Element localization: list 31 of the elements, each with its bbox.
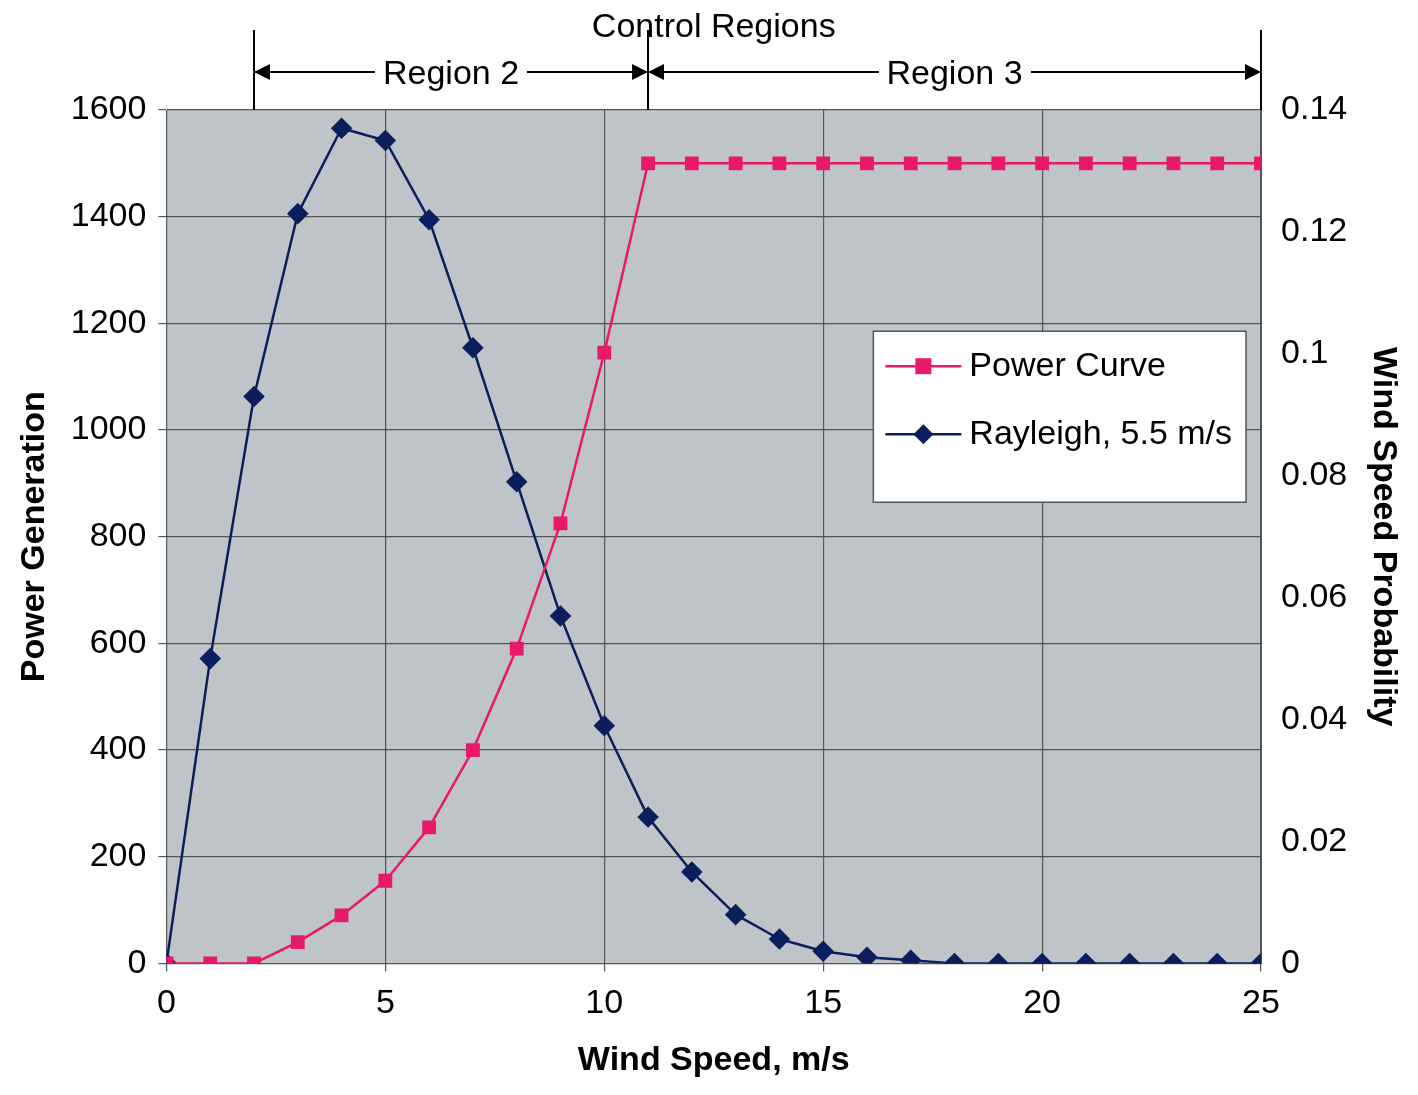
y-tick-label: 1600 xyxy=(70,88,147,127)
y-tick-label: 400 xyxy=(89,728,147,767)
x-tick-label: 10 xyxy=(585,982,624,1021)
y2-axis-title: Wind Speed Probability xyxy=(1367,347,1406,727)
x-tick-label: 20 xyxy=(1023,982,1062,1021)
y2-tick-label: 0.14 xyxy=(1281,88,1348,127)
chart-title: Control Regions xyxy=(591,6,836,45)
y2-tick-label: 0.04 xyxy=(1281,697,1348,736)
y2-tick-label: 0.12 xyxy=(1281,210,1348,249)
x-tick-label: 25 xyxy=(1242,982,1280,1021)
y-tick-label: 1400 xyxy=(70,195,147,234)
y2-tick-label: 0.08 xyxy=(1281,454,1348,493)
y-tick-label: 600 xyxy=(89,621,147,660)
text: Region 3 xyxy=(878,51,1031,93)
legend-label: Power Curve xyxy=(969,344,1166,383)
y-tick-label: 1200 xyxy=(70,301,147,340)
x-axis-title: Wind Speed, m/s xyxy=(577,1038,850,1077)
x-tick-label: 0 xyxy=(156,982,176,1021)
y-tick-label: 1000 xyxy=(70,408,147,447)
x-tick-label: 15 xyxy=(804,982,843,1021)
y-axis-title: Power Generation xyxy=(12,391,51,683)
legend-label: Rayleigh, 5.5 m/s xyxy=(969,412,1233,451)
y-tick-label: 800 xyxy=(89,515,147,554)
y2-tick-label: 0.02 xyxy=(1281,819,1348,858)
y-tick-label: 200 xyxy=(89,835,147,874)
y-tick-label: 0 xyxy=(127,941,147,980)
y2-tick-label: 0.06 xyxy=(1281,576,1348,615)
y2-tick-label: 0.1 xyxy=(1281,332,1329,371)
y2-tick-label: 0 xyxy=(1281,941,1300,980)
x-tick-label: 5 xyxy=(375,982,395,1021)
text: Region 2 xyxy=(374,51,528,93)
